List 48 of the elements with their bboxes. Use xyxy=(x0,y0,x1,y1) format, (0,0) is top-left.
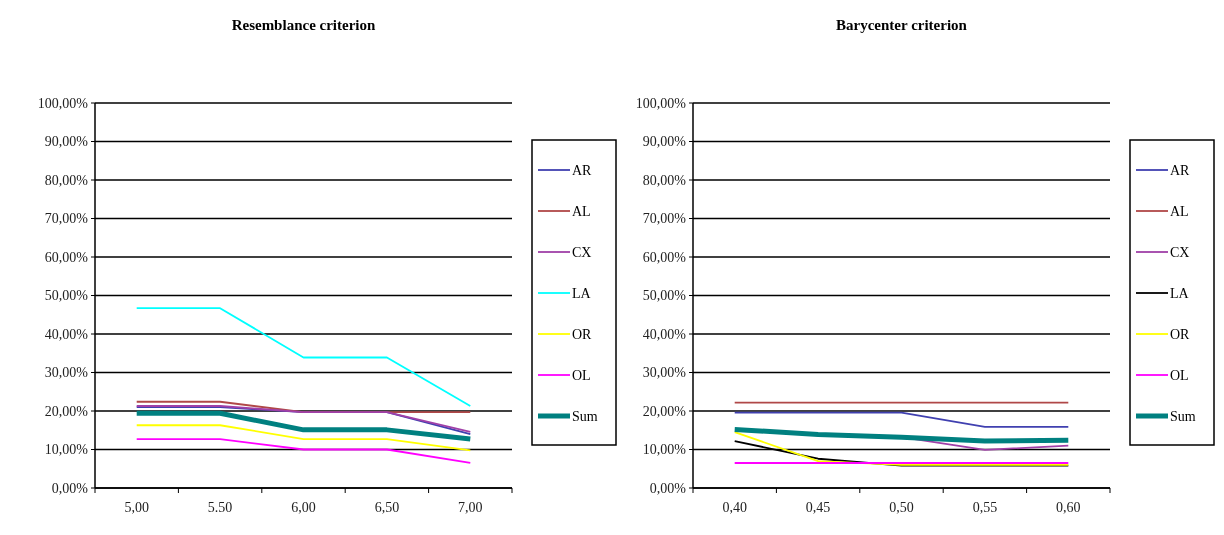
x-tick-label: 5.50 xyxy=(207,500,233,515)
y-tick-label: 50,00% xyxy=(642,288,687,304)
y-tick-label: 20,00% xyxy=(44,403,89,419)
y-tick-label: 90,00% xyxy=(44,134,89,150)
y-tick-label: 100,00% xyxy=(635,95,687,111)
legend-label: AL xyxy=(1170,203,1189,219)
legend-label: CX xyxy=(1170,244,1190,260)
legend-label: Sum xyxy=(572,408,598,424)
x-tick-label: 0,40 xyxy=(722,500,747,515)
legend-label: OR xyxy=(572,326,593,342)
legend-label: AL xyxy=(572,203,591,219)
y-tick-label: 70,00% xyxy=(642,211,687,227)
y-tick-label: 0,00% xyxy=(649,480,687,496)
x-tick-label: 6,00 xyxy=(291,500,316,515)
y-tick-label: 70,00% xyxy=(44,211,89,227)
legend-label: LA xyxy=(1170,285,1190,301)
y-tick-label: 30,00% xyxy=(44,365,89,381)
legend-label: AR xyxy=(1170,162,1191,178)
x-tick-label: 5,00 xyxy=(124,500,149,515)
y-tick-label: 10,00% xyxy=(44,442,89,458)
y-tick-label: 60,00% xyxy=(642,249,687,265)
y-tick-label: 40,00% xyxy=(642,326,687,342)
legend-label: Sum xyxy=(1170,408,1196,424)
legend-label: OL xyxy=(1170,367,1189,383)
y-tick-label: 50,00% xyxy=(44,288,89,304)
y-tick-label: 100,00% xyxy=(37,95,89,111)
x-tick-label: 0,45 xyxy=(805,500,831,515)
y-tick-label: 60,00% xyxy=(44,249,89,265)
legend-label: LA xyxy=(572,285,592,301)
y-tick-label: 80,00% xyxy=(642,172,687,188)
y-tick-label: 0,00% xyxy=(51,480,89,496)
x-tick-label: 0,60 xyxy=(1056,500,1081,515)
chart-title: Barycenter criterion xyxy=(836,17,968,33)
y-tick-label: 30,00% xyxy=(642,365,687,381)
x-tick-label: 7,00 xyxy=(458,500,483,515)
x-tick-label: 0,55 xyxy=(972,500,998,515)
legend-label: AR xyxy=(572,162,593,178)
legend-label: OR xyxy=(1170,326,1191,342)
y-tick-label: 80,00% xyxy=(44,172,89,188)
x-tick-label: 0,50 xyxy=(889,500,914,515)
y-tick-label: 10,00% xyxy=(642,442,687,458)
y-tick-label: 20,00% xyxy=(642,403,687,419)
legend-label: CX xyxy=(572,244,592,260)
x-tick-label: 6,50 xyxy=(374,500,400,515)
y-tick-label: 40,00% xyxy=(44,326,89,342)
chart-title: Resemblance criterion xyxy=(231,17,377,33)
legend-label: OL xyxy=(572,367,591,383)
y-tick-label: 90,00% xyxy=(642,134,687,150)
